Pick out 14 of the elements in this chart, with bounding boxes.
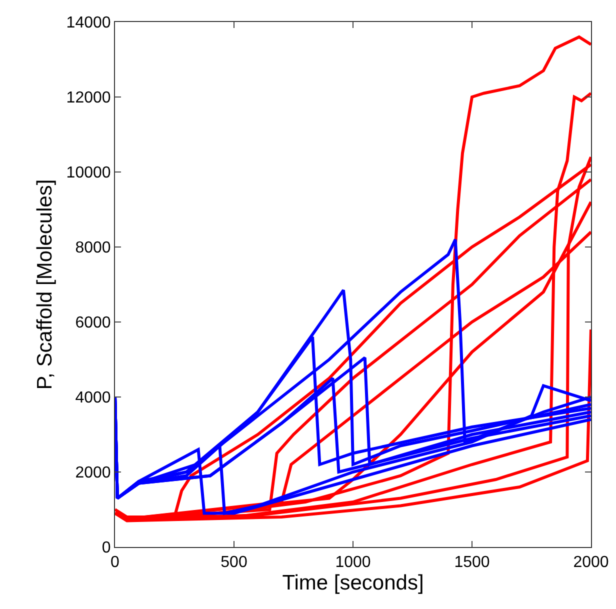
x-axis-title: Time [seconds] [282,571,424,594]
x-tick-label: 1500 [454,554,490,572]
x-tick-label: 1000 [335,554,371,572]
y-tick-label: 8000 [75,240,111,257]
y-tick-label: 12000 [66,90,111,107]
y-tick-label: 2000 [75,464,111,482]
y-tick-label: 6000 [75,314,111,332]
y-tick-label: 14000 [66,14,111,32]
x-tick-label: 500 [220,554,248,572]
y-tick-label: 4000 [75,390,111,407]
y-tick-label: 0 [102,540,111,557]
y-axis-title: P, Scaffold [Molecules] [33,179,56,390]
x-tick-label: 2000 [573,554,609,572]
y-tick-label: 10000 [66,164,111,182]
